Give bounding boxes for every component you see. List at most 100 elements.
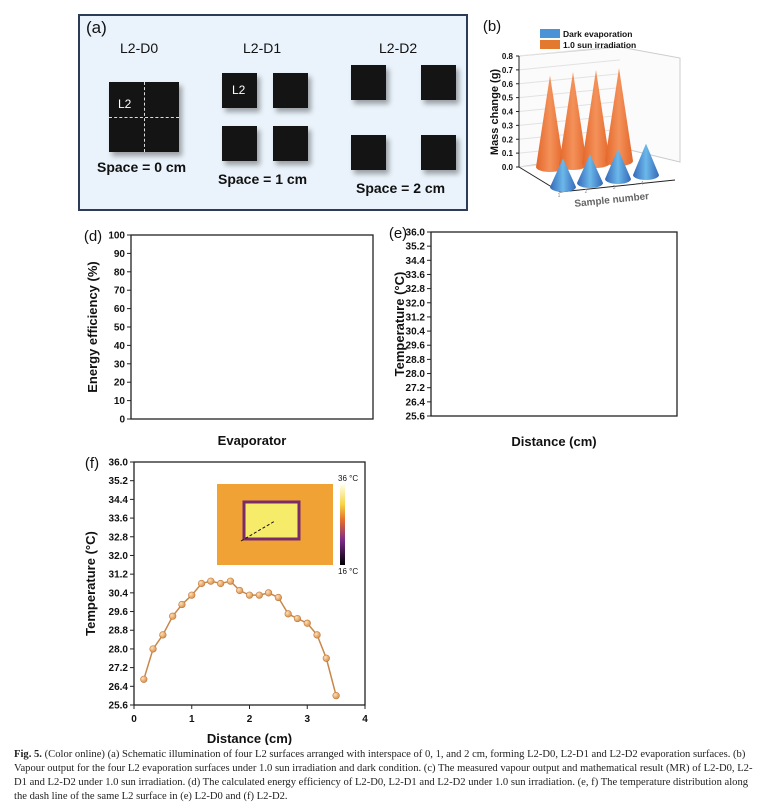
- x-tick-label: 2: [247, 714, 253, 725]
- grid-line: [518, 45, 621, 57]
- data-point: [264, 589, 273, 597]
- l2-tile: [273, 126, 308, 161]
- data-point: [293, 614, 302, 623]
- y-tick-label: 100: [108, 231, 125, 242]
- x-tick-label: 4: [641, 181, 644, 187]
- y-tick-label: 28.0: [109, 644, 129, 655]
- y-tick-label: 33.6: [406, 270, 426, 281]
- panel-label: (f): [85, 455, 99, 472]
- legend-swatch-sun: [540, 40, 560, 49]
- y-tick-label: 25.6: [109, 701, 129, 712]
- thermal-image-inset: 36 °C 16 °C: [217, 474, 358, 576]
- y-tick-label: 27.2: [109, 663, 129, 674]
- plot-frame: [130, 234, 374, 420]
- y-tick-label: 31.2: [406, 312, 426, 323]
- y-tick-label: 35.2: [109, 476, 129, 487]
- grid-line: [518, 59, 621, 71]
- space-label-0: Space = 0 cm: [97, 159, 187, 175]
- group-title-l2-d2: L2-D2: [379, 40, 418, 56]
- y-tick-label: 33.6: [109, 514, 129, 525]
- space-label-1: Space = 1 cm: [218, 171, 308, 187]
- l2-tile: L2: [222, 73, 257, 108]
- data-point: [188, 591, 196, 599]
- data-point: [207, 577, 215, 585]
- data-point: [217, 579, 225, 588]
- data-point: [197, 579, 206, 588]
- panel-label: (e): [389, 225, 407, 242]
- y-axis-label: Energy efficiency (%): [85, 261, 100, 393]
- y-tick-label: 34.4: [109, 495, 129, 506]
- legend-swatch-dark: [540, 29, 560, 38]
- y-tick-label: 0.5: [502, 94, 514, 103]
- cone-sun-irradiation: [536, 75, 564, 172]
- y-tick-label: 0.8: [502, 52, 514, 61]
- y-axis-label: Mass change (g): [489, 69, 501, 156]
- panel-label: (b): [483, 18, 501, 35]
- y-tick-label: 26.4: [109, 682, 129, 693]
- panel-a-schematic: (a) L2-D0 L2-D1 L2-D2 L2 Space = 0 cm L2…: [78, 14, 468, 211]
- cone-sun-irradiation: [559, 72, 587, 170]
- l2-tile: [273, 73, 308, 108]
- l2-tile: [351, 135, 386, 170]
- x-tick-label: 0: [131, 714, 137, 725]
- colorbar-max-label: 36 °C: [338, 474, 358, 483]
- legend-label: Dark evaporation: [563, 29, 632, 39]
- caption-text: (Color online) (a) Schematic illuminatio…: [14, 749, 753, 802]
- data-point: [169, 612, 177, 620]
- group-title-l2-d0: L2-D0: [120, 40, 159, 56]
- y-tick-label: 30: [114, 359, 126, 370]
- y-tick-label: 28.8: [109, 626, 129, 637]
- grid-line: [518, 87, 621, 99]
- data-point: [313, 631, 321, 639]
- y-tick-label: 26.4: [406, 397, 426, 408]
- y-tick-label: 0.2: [502, 135, 514, 144]
- colorbar: [340, 484, 345, 565]
- l2-tile: [421, 135, 456, 170]
- x-tick-label: 1: [558, 193, 561, 199]
- data-point: [303, 619, 311, 627]
- data-point: [332, 692, 340, 700]
- y-tick-label: 27.2: [406, 383, 426, 394]
- temperature-line: [143, 580, 337, 696]
- y-tick-label: 30.4: [109, 588, 129, 599]
- x-axis: [518, 166, 676, 193]
- cone-dark-evaporation: [605, 148, 631, 184]
- y-tick-label: 20: [114, 378, 126, 389]
- plot-frame: [430, 231, 678, 417]
- y-tick-label: 0.1: [502, 149, 514, 158]
- tile-label: L2: [232, 83, 246, 97]
- y-tick-label: 32.0: [109, 551, 129, 562]
- y-tick-label: 32.0: [406, 298, 426, 309]
- measurement-dash-line: [240, 520, 276, 542]
- colorbar-min-label: 16 °C: [338, 567, 358, 576]
- y-tick-label: 0.7: [502, 66, 514, 75]
- panel-d-chart: 0 10 20 30 40 50 60 70 80 90 100 (d) Energy efficien…: [84, 228, 374, 448]
- l2-tile: [421, 65, 456, 100]
- x-tick-label: 3: [304, 714, 310, 725]
- x-tick-label: 2: [585, 189, 588, 195]
- y-tick-label: 32.8: [109, 532, 129, 543]
- y-tick-label: 36.0: [109, 458, 129, 469]
- divider-line: [109, 117, 179, 118]
- l2-tile: [222, 126, 257, 161]
- cone-sun-irradiation: [605, 68, 633, 166]
- y-tick-label: 29.6: [406, 341, 426, 352]
- y-tick-label: 90: [114, 249, 126, 260]
- space-label-2: Space = 2 cm: [356, 180, 446, 196]
- data-point: [178, 600, 186, 609]
- y-tick-label: 80: [114, 267, 126, 278]
- data-point: [322, 654, 330, 662]
- data-point: [159, 631, 167, 639]
- y-tick-label: 35.2: [406, 242, 426, 253]
- l2-tile: [351, 65, 386, 100]
- y-tick-label: 60: [114, 304, 126, 315]
- y-tick-label: 40: [114, 341, 126, 352]
- x-tick-label: 1: [189, 714, 195, 725]
- x-tick-label: 4: [362, 714, 368, 725]
- y-tick-label: 36.0: [406, 228, 426, 239]
- panel-label: (d): [84, 228, 102, 245]
- y-tick-label: 0.0: [502, 163, 514, 172]
- y-axis-label: Temperature (°C): [392, 272, 407, 377]
